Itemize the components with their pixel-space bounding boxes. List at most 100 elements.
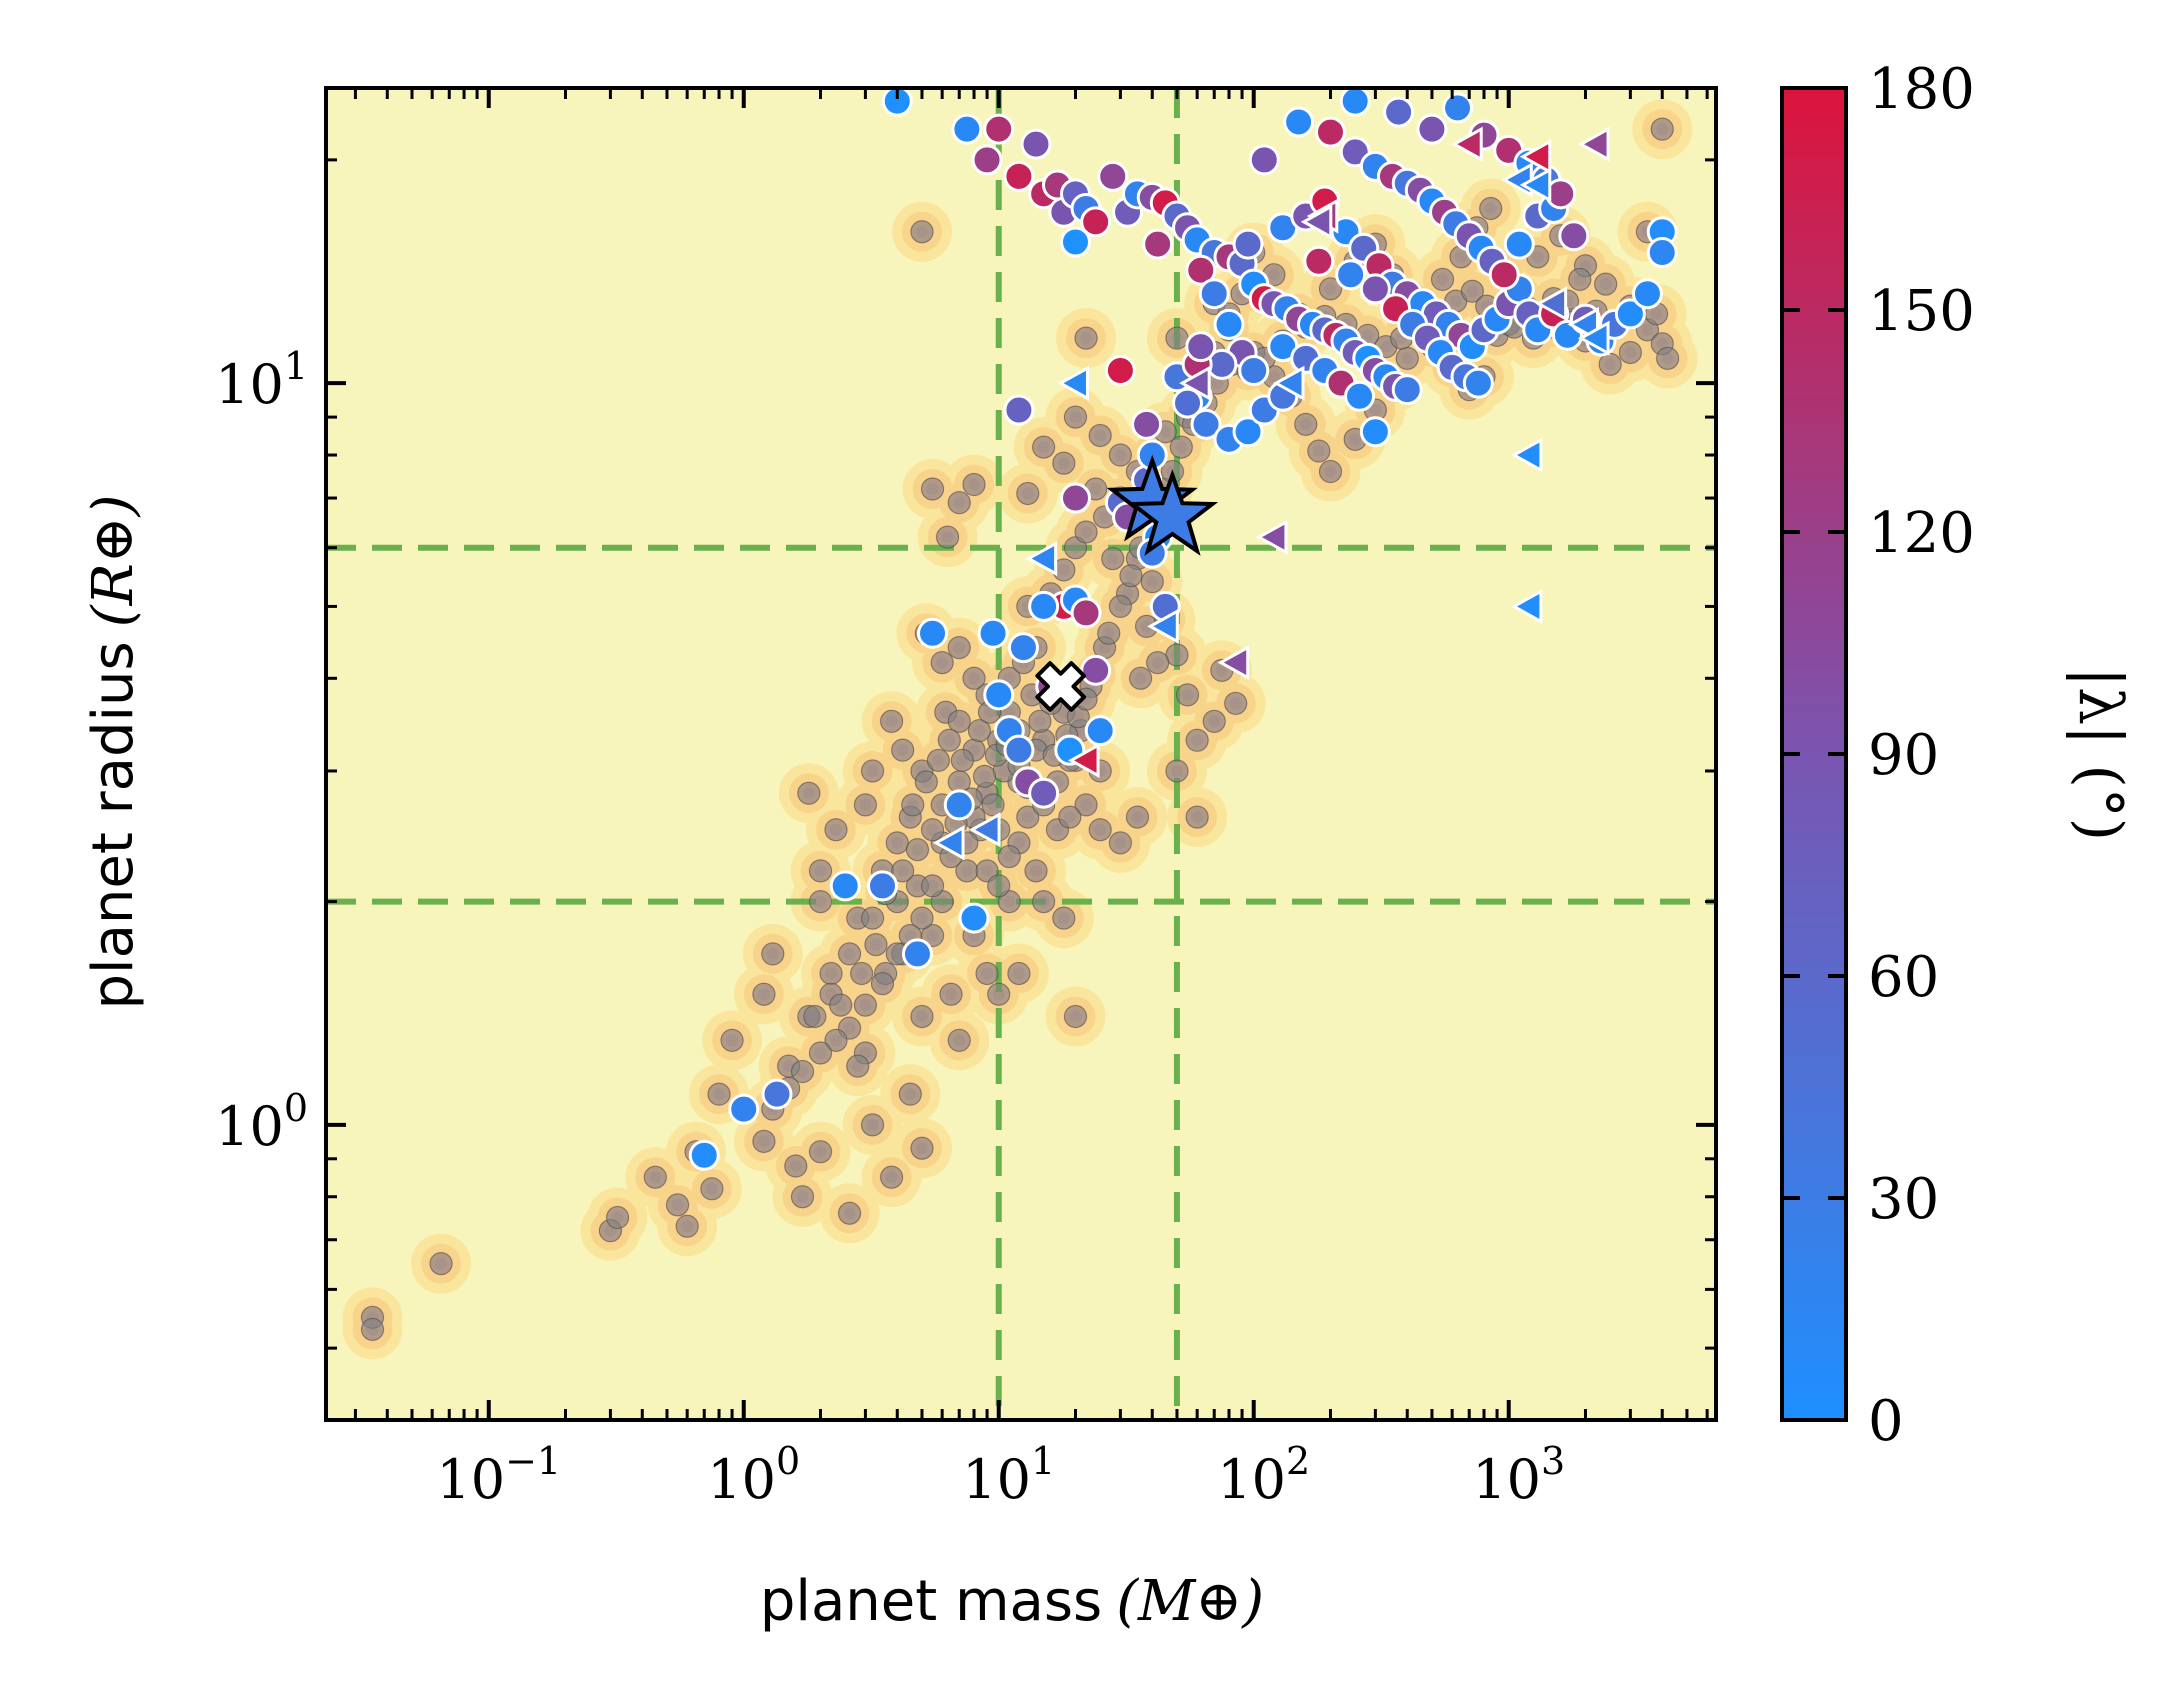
obliquity-point xyxy=(1503,228,1535,260)
obliquity-point xyxy=(1344,380,1376,412)
obliquity-limit-point xyxy=(1067,742,1100,778)
population-point xyxy=(1032,435,1056,459)
population-point xyxy=(666,1193,690,1217)
obliquity-point xyxy=(1003,160,1035,192)
obliquity-point xyxy=(943,789,975,821)
population-point xyxy=(962,666,986,690)
obliquity-point xyxy=(1080,206,1112,238)
obliquity-point xyxy=(1003,394,1035,426)
obliquity-limit-point xyxy=(1179,365,1211,401)
population-point xyxy=(1618,340,1642,364)
population-point xyxy=(809,1041,833,1065)
obliquity-point xyxy=(1614,298,1646,330)
population-point xyxy=(914,770,938,794)
obliquity-limit-point xyxy=(1025,541,1058,577)
obliquity-point xyxy=(1028,590,1060,622)
population-point xyxy=(1202,709,1226,733)
population-point xyxy=(967,719,991,743)
obliquity-point xyxy=(688,1139,720,1171)
obliquity-point xyxy=(1646,237,1678,269)
population-point xyxy=(1108,831,1132,855)
x-tick-label: 103 xyxy=(1472,1439,1565,1511)
population-point xyxy=(1052,451,1076,475)
population-point xyxy=(1101,547,1125,571)
obliquity-limit-point xyxy=(1451,126,1483,162)
population-point xyxy=(947,1028,971,1052)
population-point xyxy=(1108,443,1132,467)
obliquity-point xyxy=(1028,777,1060,809)
obliquity-limit-point xyxy=(1510,437,1543,473)
population-point xyxy=(1088,818,1112,842)
obliquity-point xyxy=(971,144,1003,176)
population-point xyxy=(1146,651,1170,675)
colorbar-tick-label: 90 xyxy=(1868,723,1939,788)
obliquity-limit-point xyxy=(932,825,965,861)
population-point xyxy=(885,831,909,855)
obliquity-point xyxy=(1185,331,1217,363)
obliquity-limit-point xyxy=(1519,167,1552,203)
obliquity-limit-point xyxy=(1272,365,1305,401)
population-point xyxy=(1169,435,1193,459)
tick-labels: 10−1 100 101 102 103 100 101 xyxy=(215,344,1565,1511)
obliquity-limit-point xyxy=(1535,286,1568,322)
population-point xyxy=(752,982,776,1006)
population-point xyxy=(1460,279,1484,303)
y-tick-label: 101 xyxy=(215,344,308,416)
obliquity-point xyxy=(829,870,861,902)
population-point xyxy=(1129,666,1153,690)
population-point xyxy=(1097,621,1121,645)
population-point xyxy=(853,793,877,817)
x-tick-label: 101 xyxy=(962,1439,1055,1511)
population-point xyxy=(824,818,848,842)
obliquity-point xyxy=(1097,160,1129,192)
population-point xyxy=(1176,683,1200,707)
highlight-star-marker xyxy=(1126,468,1219,556)
population-point xyxy=(809,890,833,914)
population-point xyxy=(819,961,843,985)
population-point xyxy=(1165,759,1189,783)
obliquity-point xyxy=(728,1093,760,1125)
obliquity-limit-point xyxy=(968,812,1001,848)
obliquity-point xyxy=(1391,374,1423,406)
x-tick-label: 100 xyxy=(707,1439,800,1511)
population-point xyxy=(861,759,885,783)
population-point xyxy=(853,993,877,1017)
obliquity-point xyxy=(1339,88,1371,117)
obliquity-point xyxy=(958,902,990,934)
population-point xyxy=(1074,793,1098,817)
obliquity-point xyxy=(1558,220,1590,252)
obliquity-point xyxy=(1314,116,1346,148)
population-point xyxy=(791,1185,815,1209)
population-point xyxy=(910,1004,934,1028)
population-point xyxy=(1032,890,1056,914)
population-point xyxy=(870,972,894,996)
population-point xyxy=(1656,346,1680,370)
obliquity-point xyxy=(1383,96,1415,128)
population-point xyxy=(1294,412,1318,436)
population-point xyxy=(1125,805,1149,829)
population-point xyxy=(720,1028,744,1052)
obliquity-point xyxy=(951,113,983,145)
population-point xyxy=(1224,691,1248,715)
obliquity-point xyxy=(1185,254,1217,286)
population-point xyxy=(910,220,934,244)
colorbar-tick-label: 30 xyxy=(1868,1167,1939,1232)
population-point xyxy=(891,738,915,762)
obliquity-limit-point xyxy=(1577,126,1610,162)
population-point xyxy=(1028,709,1052,733)
obliquity-point xyxy=(1488,259,1520,291)
population-point xyxy=(1165,326,1189,350)
population-point xyxy=(947,636,971,660)
obliquity-point xyxy=(1232,228,1264,260)
obliquity-point xyxy=(1283,106,1315,138)
population-point xyxy=(1052,906,1076,930)
population-point xyxy=(429,1252,453,1276)
obliquity-point xyxy=(1020,128,1052,160)
population-point xyxy=(675,1214,699,1238)
obliquity-point xyxy=(1198,278,1230,310)
colorbar-ticks: 0 30 60 90 120 150 180 xyxy=(1782,57,1975,1454)
obliquity-limit-point xyxy=(1147,608,1179,644)
population-point xyxy=(1185,805,1209,829)
population-point xyxy=(901,793,925,817)
population-point xyxy=(981,793,1005,817)
